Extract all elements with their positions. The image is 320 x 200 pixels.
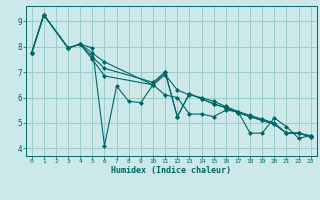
- X-axis label: Humidex (Indice chaleur): Humidex (Indice chaleur): [111, 166, 231, 175]
